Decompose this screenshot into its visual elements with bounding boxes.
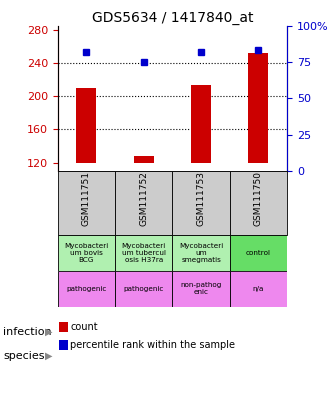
Text: pathogenic: pathogenic bbox=[66, 286, 107, 292]
Text: pathogenic: pathogenic bbox=[123, 286, 164, 292]
Bar bbox=[191, 84, 211, 163]
Bar bbox=[134, 156, 154, 163]
Text: Mycobacteri
um bovis
BCG: Mycobacteri um bovis BCG bbox=[64, 243, 109, 263]
Text: control: control bbox=[246, 250, 271, 256]
Bar bbox=[230, 235, 287, 271]
Text: GSM111753: GSM111753 bbox=[197, 171, 206, 226]
Text: Mycobacteri
um
smegmatis: Mycobacteri um smegmatis bbox=[179, 243, 223, 263]
Title: GDS5634 / 1417840_at: GDS5634 / 1417840_at bbox=[92, 11, 253, 24]
Bar bbox=[173, 271, 230, 307]
Bar bbox=[230, 271, 287, 307]
Text: GSM111751: GSM111751 bbox=[82, 171, 91, 226]
Bar bbox=[58, 271, 115, 307]
Text: percentile rank within the sample: percentile rank within the sample bbox=[70, 340, 235, 350]
Bar bbox=[58, 171, 115, 235]
Text: GSM111750: GSM111750 bbox=[254, 171, 263, 226]
Bar bbox=[58, 235, 115, 271]
Bar bbox=[173, 235, 230, 271]
Bar bbox=[76, 88, 96, 163]
Text: ▶: ▶ bbox=[45, 327, 52, 337]
Text: species: species bbox=[3, 351, 45, 361]
Bar bbox=[115, 271, 173, 307]
Bar bbox=[230, 171, 287, 235]
Bar bbox=[173, 171, 230, 235]
Bar bbox=[115, 235, 173, 271]
Text: infection: infection bbox=[3, 327, 52, 337]
Text: non-pathog
enic: non-pathog enic bbox=[181, 282, 222, 295]
Text: Mycobacteri
um tubercul
osis H37ra: Mycobacteri um tubercul osis H37ra bbox=[122, 243, 166, 263]
Text: n/a: n/a bbox=[253, 286, 264, 292]
Bar bbox=[115, 171, 173, 235]
Bar bbox=[248, 53, 269, 163]
Text: GSM111752: GSM111752 bbox=[139, 171, 148, 226]
Text: count: count bbox=[70, 322, 98, 332]
Text: ▶: ▶ bbox=[45, 351, 52, 361]
